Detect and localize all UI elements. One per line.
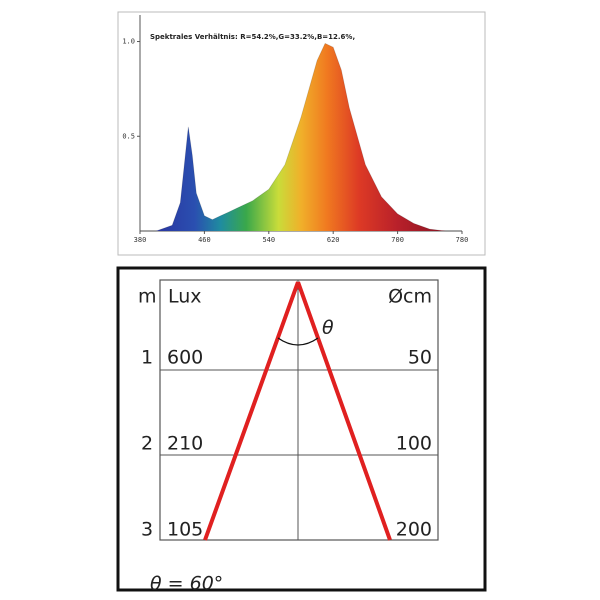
chart-title: Spektrales Verhältnis: R=54.2%,G=33.2%,B…: [150, 33, 355, 41]
angle-label: θ: [322, 317, 334, 339]
x-tick-label: 380: [134, 236, 147, 244]
x-tick-label: 460: [198, 236, 211, 244]
x-tick-label: 540: [262, 236, 275, 244]
spectrum-line: [140, 42, 462, 232]
x-tick-label: 700: [391, 236, 404, 244]
row-distance: 3: [141, 519, 153, 541]
column-header: m: [138, 286, 157, 308]
row-distance: 1: [141, 347, 153, 369]
angle-arc: [277, 337, 319, 346]
x-tick-label: 620: [327, 236, 340, 244]
column-header: Lux: [168, 286, 202, 308]
spectrum-chart: Spektrales Verhältnis: R=54.2%,G=33.2%,B…: [122, 15, 468, 244]
beam-edge: [203, 281, 392, 541]
row-distance: 2: [141, 433, 153, 455]
column-header: Øcm: [388, 286, 432, 308]
row-lux: 210: [167, 433, 203, 455]
row-lux: 105: [167, 519, 203, 541]
diagram-frame: [116, 266, 487, 592]
y-tick-label: 0.5: [122, 132, 135, 140]
row-diameter: 50: [408, 347, 432, 369]
caption: θ = 60°: [150, 573, 223, 595]
diagram-box: [159, 279, 439, 541]
row-lux: 600: [167, 347, 203, 369]
row-diameter: 200: [396, 519, 432, 541]
x-tick-label: 780: [456, 236, 469, 244]
spectrum-area: [140, 43, 462, 232]
row-diameter: 100: [396, 433, 432, 455]
y-tick-label: 1.0: [122, 38, 135, 46]
beam-diagram: θ m Lux Øcm θ = 60° 1 600 50 2 210 100 3 105 200: [138, 279, 439, 595]
